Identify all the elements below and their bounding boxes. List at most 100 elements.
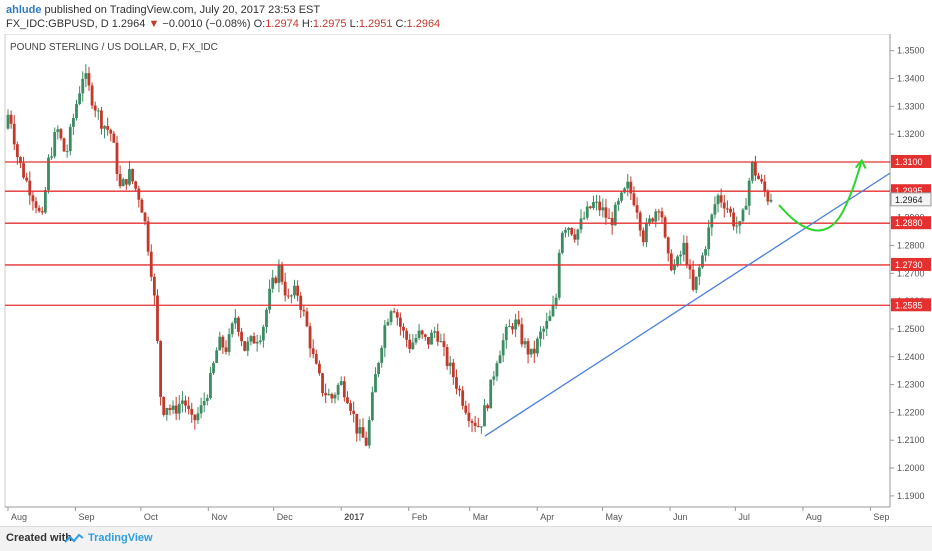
y-tick-label: 1.2800 — [897, 240, 925, 250]
candle-body — [507, 326, 511, 328]
candle-body — [405, 330, 409, 340]
candle-body — [40, 211, 44, 213]
candle-body — [598, 201, 602, 211]
candle-body — [174, 405, 178, 414]
candle-body — [722, 202, 726, 209]
candle-body — [370, 392, 374, 421]
candle-body — [601, 207, 605, 211]
candle-body — [261, 326, 265, 341]
candle-body — [349, 403, 352, 411]
plot-area — [4, 34, 891, 508]
candle-body — [554, 297, 558, 306]
low-value: 1.2951 — [358, 18, 393, 30]
candle-body — [93, 105, 97, 111]
candle-body — [436, 331, 440, 342]
author-link[interactable]: ahlude — [6, 4, 42, 16]
candle-body — [613, 204, 617, 226]
candle-body — [65, 151, 69, 153]
candle-body — [324, 393, 328, 396]
candle-body — [414, 337, 418, 343]
candle-body — [193, 414, 197, 421]
high-label: H: — [301, 18, 313, 30]
chart-header: ahlude published on TradingView.com, Jul… — [0, 0, 932, 34]
candle-body — [442, 341, 446, 348]
candle-body — [171, 405, 175, 410]
candle-body — [430, 332, 433, 345]
candle-body — [492, 376, 496, 380]
level-price-label: 1.2995 — [895, 186, 923, 196]
publish-info: ahlude published on TradingView.com, Jul… — [6, 4, 320, 16]
candle-body — [635, 205, 639, 213]
level-price-tag — [891, 154, 931, 168]
x-tick-label: Dec — [277, 512, 294, 522]
candle-body — [352, 410, 356, 414]
candle-body — [146, 221, 150, 252]
candle-body — [177, 403, 181, 414]
candle-body — [585, 206, 589, 218]
candle-body — [744, 205, 748, 210]
candle-body — [626, 181, 630, 189]
candle-body — [576, 229, 580, 240]
candle-body — [741, 209, 745, 222]
candle-body — [676, 256, 679, 266]
y-tick-label: 1.1900 — [897, 491, 925, 501]
candle-body — [392, 311, 396, 313]
candle-body — [327, 394, 331, 396]
candle-body — [595, 201, 598, 203]
last-price: 1.2964 — [111, 18, 146, 30]
candle-body — [224, 347, 228, 352]
candle-body — [140, 199, 144, 213]
candle-body — [539, 331, 542, 339]
candle-body — [308, 326, 312, 349]
candle-body — [532, 348, 536, 354]
y-tick-label: 1.3200 — [897, 129, 925, 139]
x-tick-label: Apr — [540, 512, 554, 522]
candle-body — [567, 227, 570, 230]
candle-body — [212, 362, 215, 374]
candle-body — [557, 252, 561, 298]
candle-body — [570, 227, 574, 235]
price-chart[interactable]: POUND STERLING / US DOLLAR, D, FX_IDC 1.3… — [0, 34, 932, 526]
candle-body — [289, 295, 293, 297]
trend-line — [484, 172, 891, 437]
candle-body — [34, 201, 38, 208]
candle-body — [669, 253, 673, 271]
candle-body — [386, 322, 390, 326]
candle-body — [395, 312, 399, 318]
candle-body — [607, 217, 611, 219]
high-value: 1.2975 — [312, 18, 347, 30]
publish-text: published on TradingView.com, July 20, 2… — [44, 4, 321, 16]
change-arrow: ▼ — [148, 18, 160, 30]
candle-body — [374, 374, 377, 393]
symbol-label: FX_IDC:GBPUSD, D — [6, 18, 109, 30]
candle-body — [265, 309, 268, 327]
candle-body — [592, 202, 595, 209]
candle-body — [673, 265, 676, 271]
candle-body — [560, 232, 564, 253]
candle-body — [545, 320, 549, 329]
candle-body — [81, 78, 85, 94]
candle-body — [233, 317, 237, 324]
candle-body — [318, 363, 321, 374]
candle-body — [389, 311, 393, 323]
candle-body — [62, 138, 66, 152]
candle-body — [286, 295, 290, 297]
candle-body — [455, 377, 458, 389]
candle-body — [725, 208, 729, 210]
candle-body — [134, 181, 138, 189]
created-with-text: Created with — [6, 532, 73, 544]
tradingview-brand[interactable]: TradingView — [88, 532, 153, 544]
tradingview-logo-icon — [64, 533, 84, 543]
y-tick-label: 1.2500 — [897, 324, 925, 334]
candle-body — [252, 336, 256, 344]
candle-body — [100, 110, 103, 129]
candle-body — [732, 212, 736, 227]
candle-body — [87, 73, 91, 86]
candle-body — [523, 341, 527, 345]
candle-body — [548, 316, 552, 321]
candle-body — [479, 426, 483, 428]
candle-body — [187, 405, 191, 409]
candle-body — [408, 339, 412, 349]
candle-body — [398, 317, 402, 327]
y-tick-label: 1.3300 — [897, 101, 925, 111]
